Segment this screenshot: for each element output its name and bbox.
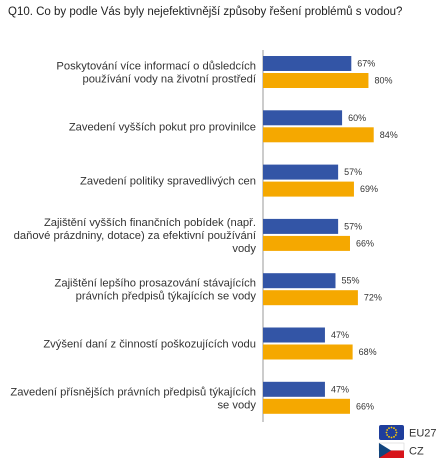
value-label-cz: 66% — [356, 401, 374, 411]
value-label-eu27: 55% — [341, 276, 359, 286]
category-label-line: Zajištění lepšího prosazování stávajícíc… — [55, 278, 256, 290]
value-label-cz: 72% — [364, 293, 382, 303]
bar-cz — [263, 73, 369, 88]
bar-cz — [263, 181, 354, 197]
value-label-cz: 68% — [359, 347, 377, 357]
bar-cz — [263, 127, 374, 143]
category-label-line: Zavedení politiky spravedlivých cen — [80, 176, 256, 188]
value-label-cz: 66% — [356, 238, 374, 248]
cz-flag-icon — [378, 442, 405, 458]
bar-eu27 — [263, 56, 352, 71]
value-label-eu27: 57% — [344, 167, 362, 177]
category-label-line: vody — [232, 243, 256, 255]
bar-cz — [263, 344, 353, 360]
bar-eu27 — [263, 273, 336, 289]
bar-cz — [263, 398, 350, 414]
value-label-eu27: 67% — [357, 59, 375, 69]
value-label-cz: 69% — [360, 184, 378, 194]
category-label-line: právních předpisů týkajících se vody — [76, 291, 257, 303]
category-label: Poskytování více informací o důsledcích p… — [56, 61, 256, 86]
category-label-line: Zajištění vyšších finančních pobídek (na… — [44, 217, 256, 229]
value-label-eu27: 47% — [331, 384, 349, 394]
category-label-line: Zvýšení daní z činností poškozujících vo… — [43, 339, 256, 351]
category-label: Zvýšení daní z činností poškozujících vo… — [43, 339, 256, 351]
legend-label: EU27 — [409, 428, 437, 440]
category-label-line: Zavedení přísnějších právních předpisů t… — [10, 386, 256, 398]
bar-eu27 — [263, 327, 325, 343]
category-label: Zavedení přísnějších právních předpisů t… — [10, 386, 256, 411]
bar-cz — [263, 235, 350, 251]
chart-title: Q10. Co by podle Vás byly nejefektivnějš… — [8, 6, 403, 18]
legend-label: CZ — [409, 446, 424, 458]
value-label-cz: 80% — [374, 76, 392, 86]
value-label-cz: 84% — [380, 130, 398, 140]
bar-eu27 — [263, 381, 325, 397]
category-label: Zavedení vyšších pokut pro provinilce — [69, 121, 256, 133]
bar-eu27 — [263, 110, 343, 126]
value-label-eu27: 60% — [348, 113, 366, 123]
bar-eu27 — [263, 164, 339, 180]
category-label: Zavedení politiky spravedlivých cen — [80, 176, 256, 188]
value-label-eu27: 57% — [344, 221, 362, 231]
value-label-eu27: 47% — [331, 330, 349, 340]
bar-cz — [263, 290, 358, 306]
category-label: Zajištění vyšších finančních pobídek (na… — [14, 217, 257, 255]
category-label-line: Zavedení vyšších pokut pro provinilce — [69, 121, 256, 133]
category-label-line: daňové prázdniny, dotace) za efektivní p… — [14, 230, 257, 242]
bar-eu27 — [263, 218, 339, 234]
category-label-line: se vody — [217, 399, 256, 411]
category-label-line: používání vody na životní prostředí — [82, 74, 256, 86]
eu-flag-icon — [379, 425, 404, 440]
category-label: Zajištění lepšího prosazování stávajícíc… — [55, 278, 257, 303]
category-label-line: Poskytování více informací o důsledcích — [56, 61, 256, 73]
